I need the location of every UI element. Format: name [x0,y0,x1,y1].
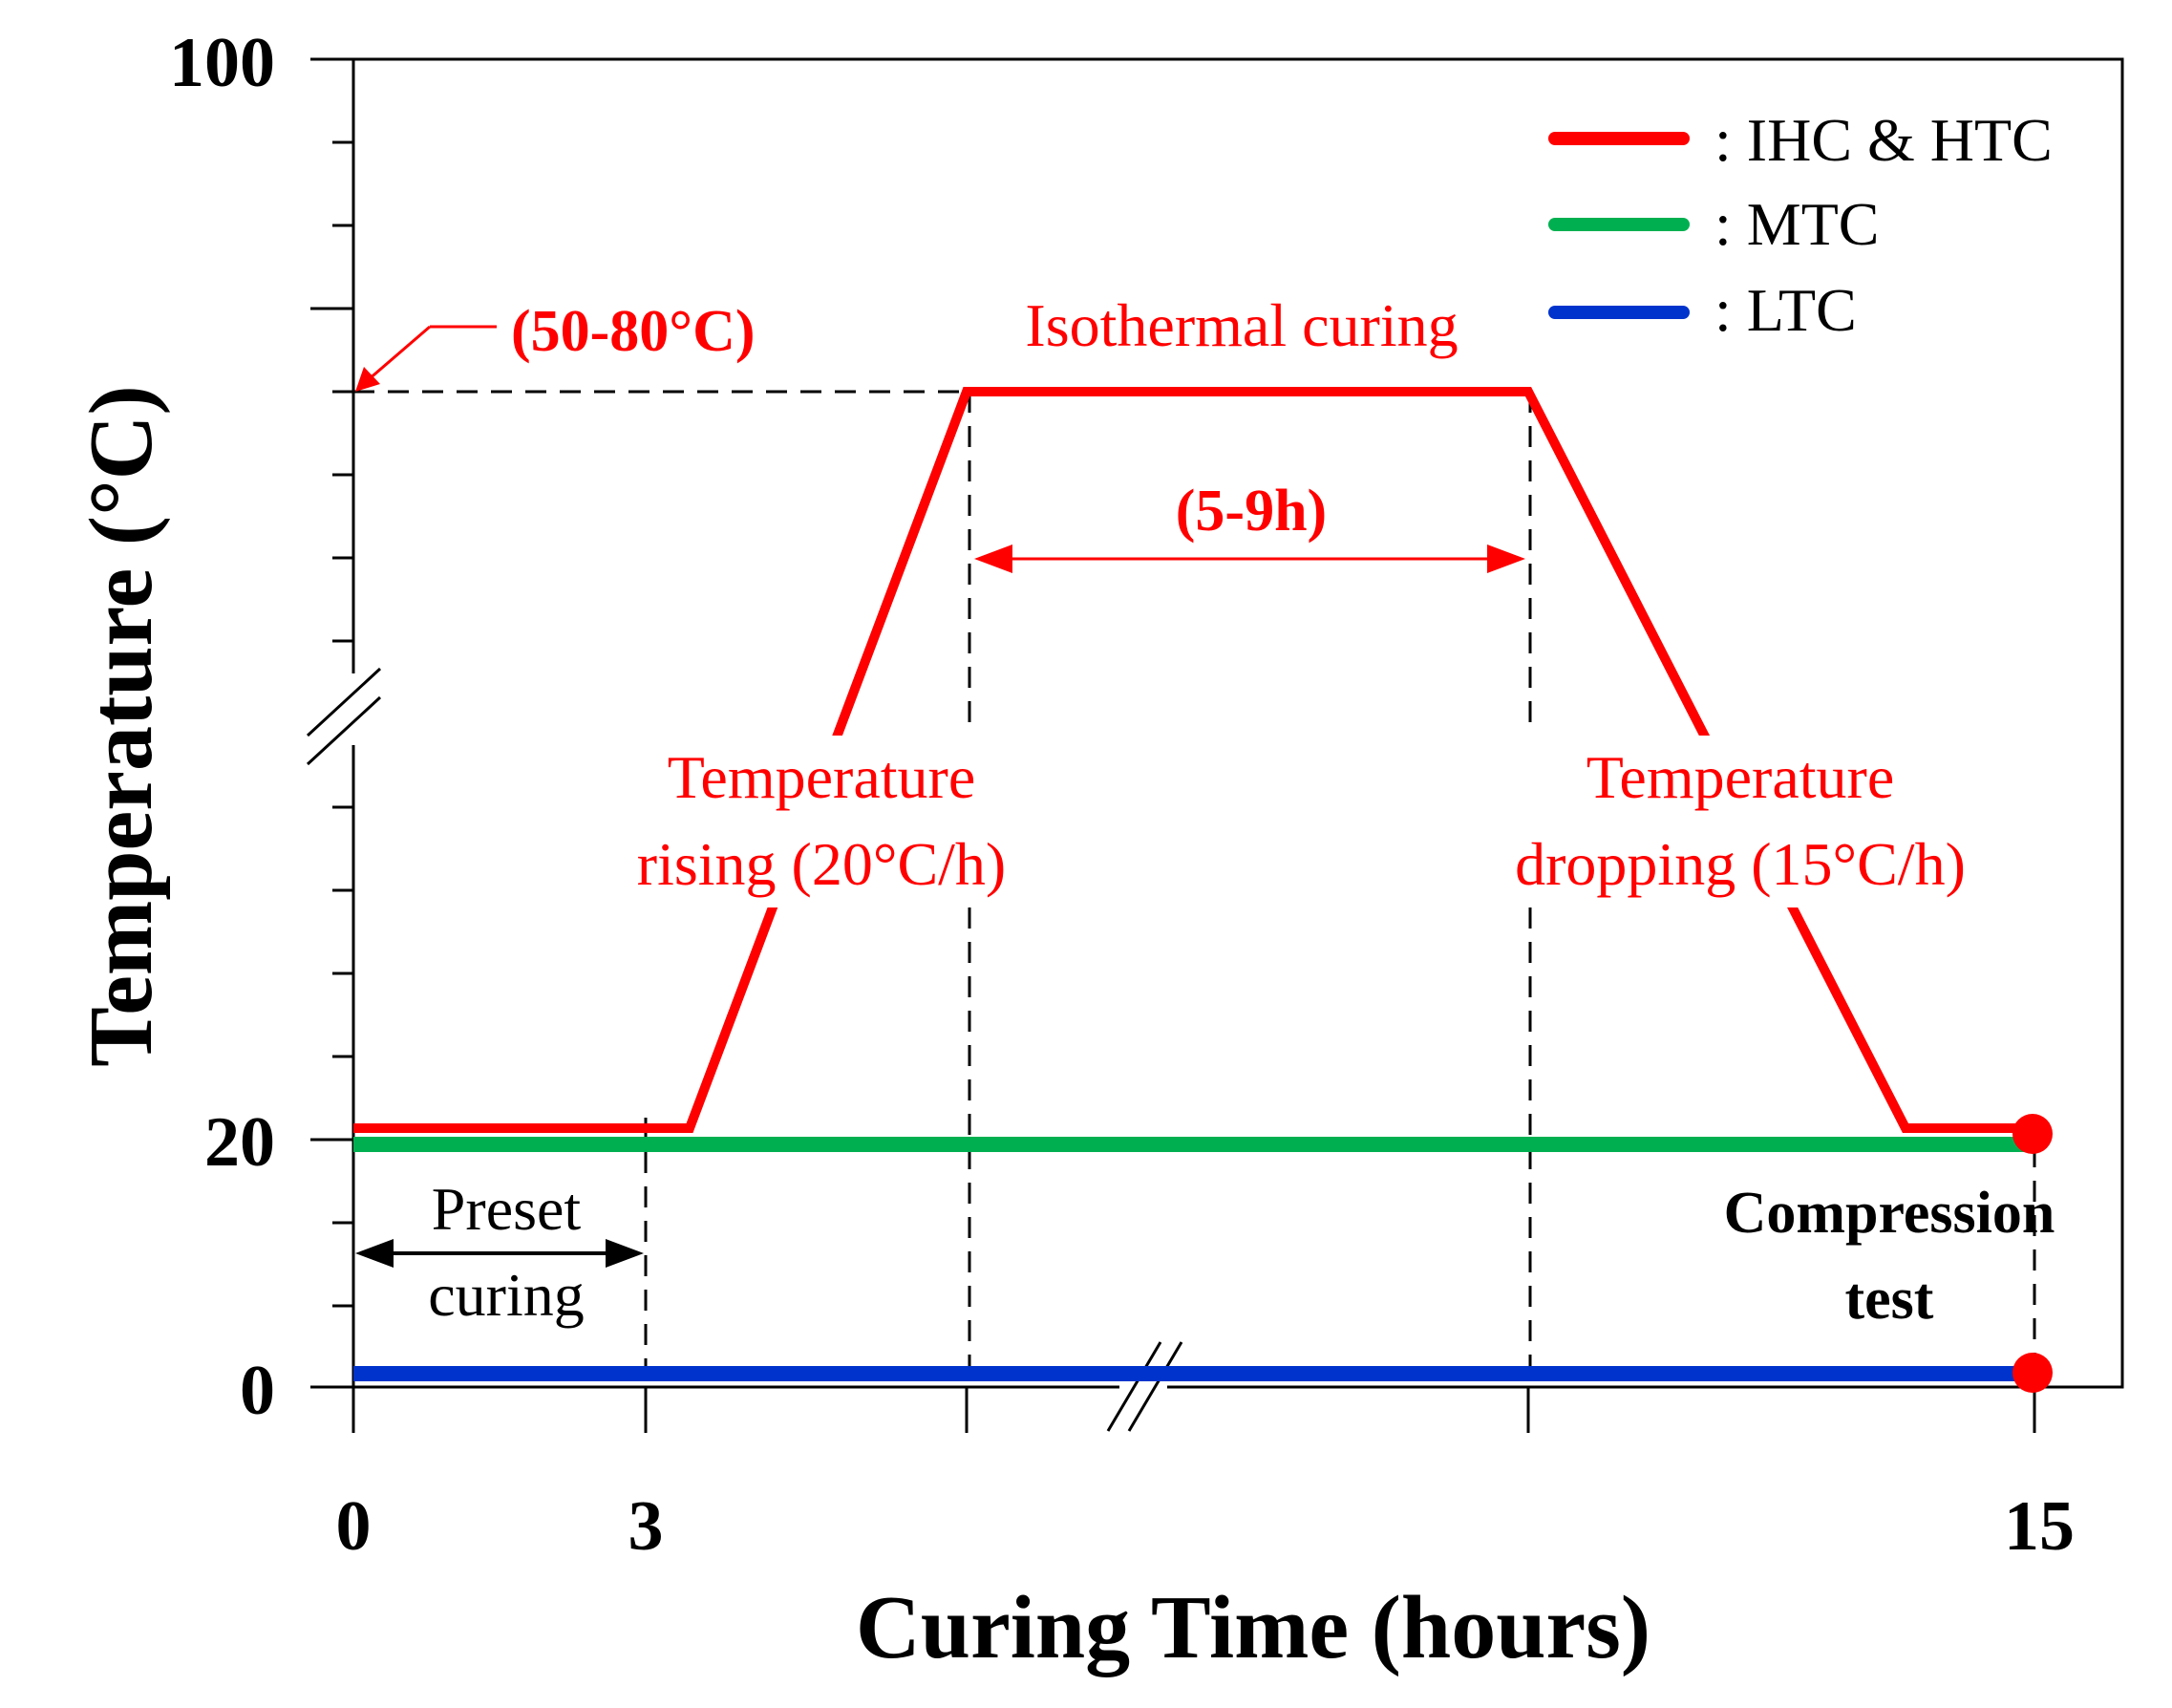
x-axis-title: Curing Time (hours) [856,1578,1650,1677]
rising-label-line2: rising (20°C/h) [637,830,1006,898]
compression-label-line2: test [1845,1267,1934,1332]
rising-label-line1: Temperature [668,743,975,811]
y-axis-break-mark-1 [306,667,382,737]
rising-label-bg [611,736,1032,907]
target-temp-arrowhead [355,367,380,392]
y-tick-label-100: 100 [169,24,275,102]
target-temp-arrow-shaft [367,325,431,382]
compression-point-ihc [2012,1114,2053,1154]
x-tick-label-0: 0 [336,1487,372,1566]
y-ticks [310,57,353,1389]
y-tick-label-20: 20 [204,1103,275,1182]
y-axis-title: Temperature (°C) [72,385,171,1067]
duration-label: (5-9h) [1176,479,1327,544]
x-axis-break-mark-1 [1106,1341,1162,1432]
x-tick-label-15: 15 [2004,1487,2075,1566]
preset-label-line1: Preset [432,1175,582,1243]
legend-label-mtc: : MTC [1714,190,1879,258]
x-ticks [351,1387,2036,1433]
legend-label-ltc: : LTC [1714,276,1857,344]
preset-arrowhead-left [355,1239,394,1268]
y-tick-label-0: 0 [240,1352,275,1430]
dropping-label-line2: dropping (15°C/h) [1515,830,1966,898]
y-axis-break-mark-2 [306,695,382,766]
isothermal-label: Isothermal curing [1025,291,1458,359]
preset-arrowhead-right [606,1239,644,1268]
dropping-label-line1: Temperature [1586,743,1894,811]
x-axis-break-mark-2 [1127,1341,1183,1432]
target-temp-label: (50-80°C) [511,299,756,364]
legend-label-ihc-htc: : IHC & HTC [1714,106,2053,174]
series-ihc-htc-line [353,387,2031,1133]
duration-arrowhead-right [1487,544,1525,573]
legend: : IHC & HTC : MTC : LTC [1548,106,2053,344]
dropping-label-bg [1480,736,2001,907]
duration-arrowhead-left [974,544,1012,573]
compression-label-line1: Compression [1724,1181,2055,1246]
preset-label-line2: curing [428,1261,585,1329]
compression-point-ltc [2012,1353,2053,1393]
x-tick-label-3: 3 [628,1487,664,1566]
